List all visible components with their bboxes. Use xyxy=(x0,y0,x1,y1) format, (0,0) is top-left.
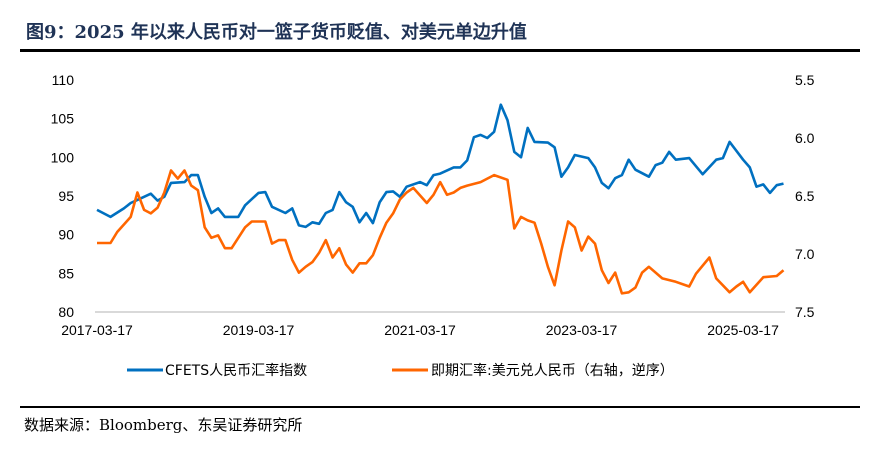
series-line-cfets xyxy=(96,103,784,229)
series-lines xyxy=(96,103,785,295)
source-rule xyxy=(20,406,860,408)
y-left-tick-label: 95 xyxy=(58,188,74,204)
x-tick-label: 2017-03-17 xyxy=(61,322,133,338)
series-line-usdcny xyxy=(97,169,785,295)
y-left-tick-label: 110 xyxy=(52,72,75,88)
figure-title: 图9：2025 年以来人民币对一篮子货币贬值、对美元单边升值 xyxy=(26,22,527,43)
y-right-tick-label: 5.5 xyxy=(795,72,815,88)
source-note: 数据来源：Bloomberg、东吴证券研究所 xyxy=(24,416,303,434)
y-right-tick-label: 6.5 xyxy=(795,188,815,204)
y-right-tick-label: 6.0 xyxy=(795,130,815,146)
x-tick-label: 2023-03-17 xyxy=(546,322,618,338)
y-left-tick-label: 85 xyxy=(58,265,74,281)
axes: 80 85 90 95 100 105 110 5.5 6.0 6.5 7.0 7.5 2017-03-… xyxy=(51,72,815,338)
y-left-tick-label: 90 xyxy=(58,227,74,243)
y-right-tick-label: 7.0 xyxy=(795,246,815,262)
x-tick-label: 2025-03-17 xyxy=(707,322,779,338)
y-left-tick-label: 80 xyxy=(58,304,74,320)
y-left-tick-label: 105 xyxy=(51,111,75,127)
y-right-tick-label: 7.5 xyxy=(795,304,815,320)
title-rule xyxy=(20,49,860,52)
x-tick-label: 2019-03-17 xyxy=(223,322,295,338)
x-tick-label: 2021-03-17 xyxy=(384,322,456,338)
y-left-tick-label: 100 xyxy=(51,149,75,165)
legend: CFETS人民币汇率指数 即期汇率:美元兑人民币（右轴，逆序） xyxy=(127,362,674,379)
legend-label-usdcny: 即期汇率:美元兑人民币（右轴，逆序） xyxy=(431,362,674,379)
legend-label-cfets: CFETS人民币汇率指数 xyxy=(165,362,307,379)
